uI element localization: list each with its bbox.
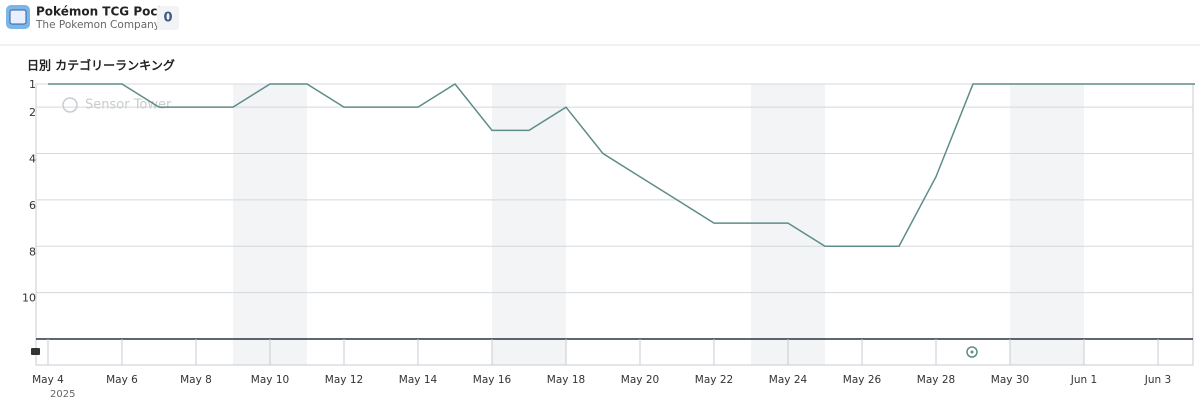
publisher: The Pokemon Company: [35, 19, 160, 31]
event-icon-dot[interactable]: [970, 350, 974, 354]
x-tick-label: May 14: [399, 374, 438, 386]
x-tick-label: May 10: [251, 374, 289, 386]
year-label: 2025: [50, 389, 75, 400]
x-tick-label: May 22: [695, 374, 733, 386]
watermark: Sensor Tower: [85, 98, 172, 113]
x-tick-label: May 16: [473, 374, 512, 386]
x-tick-label: May 8: [180, 374, 212, 386]
x-tick-label: May 4: [32, 374, 64, 386]
badge-box[interactable]: [157, 6, 179, 30]
y-tick-label: 2: [29, 106, 36, 119]
app-name: Pokémon TCG Pocket: [36, 5, 179, 19]
x-tick-label: May 24: [769, 374, 808, 386]
x-tick-label: Jun 3: [1144, 374, 1171, 386]
y-tick-label: 1: [29, 78, 36, 91]
y-tick-label: 10: [22, 292, 36, 305]
x-tick-label: May 30: [991, 374, 1029, 386]
weekend-band: [492, 84, 566, 365]
x-tick-label: May 12: [325, 374, 363, 386]
x-tick-label: May 28: [917, 374, 955, 386]
watermark-logo: [62, 97, 78, 113]
y-tick-label: 6: [29, 199, 36, 212]
x-tick-label: May 26: [843, 374, 882, 386]
badge[interactable]: 0: [163, 11, 172, 26]
x-tick-label: Jun 1: [1070, 374, 1097, 386]
x-tick-label: May 6: [106, 374, 138, 386]
event-icon[interactable]: [966, 346, 978, 358]
x-tick-label: May 20: [621, 374, 659, 386]
app-icon-inner: [9, 9, 27, 25]
series-line: [48, 83, 1195, 248]
weekend-band: [1010, 84, 1084, 365]
chart-title: 日別 カテゴリーランキング: [27, 58, 175, 73]
weekend-band: [751, 84, 825, 365]
weekend-band: [233, 84, 307, 365]
y-tick-label: 4: [29, 153, 36, 166]
x-tick-label: May 18: [547, 374, 585, 386]
note-icon[interactable]: [31, 348, 40, 355]
y-tick-label: 8: [29, 245, 36, 258]
